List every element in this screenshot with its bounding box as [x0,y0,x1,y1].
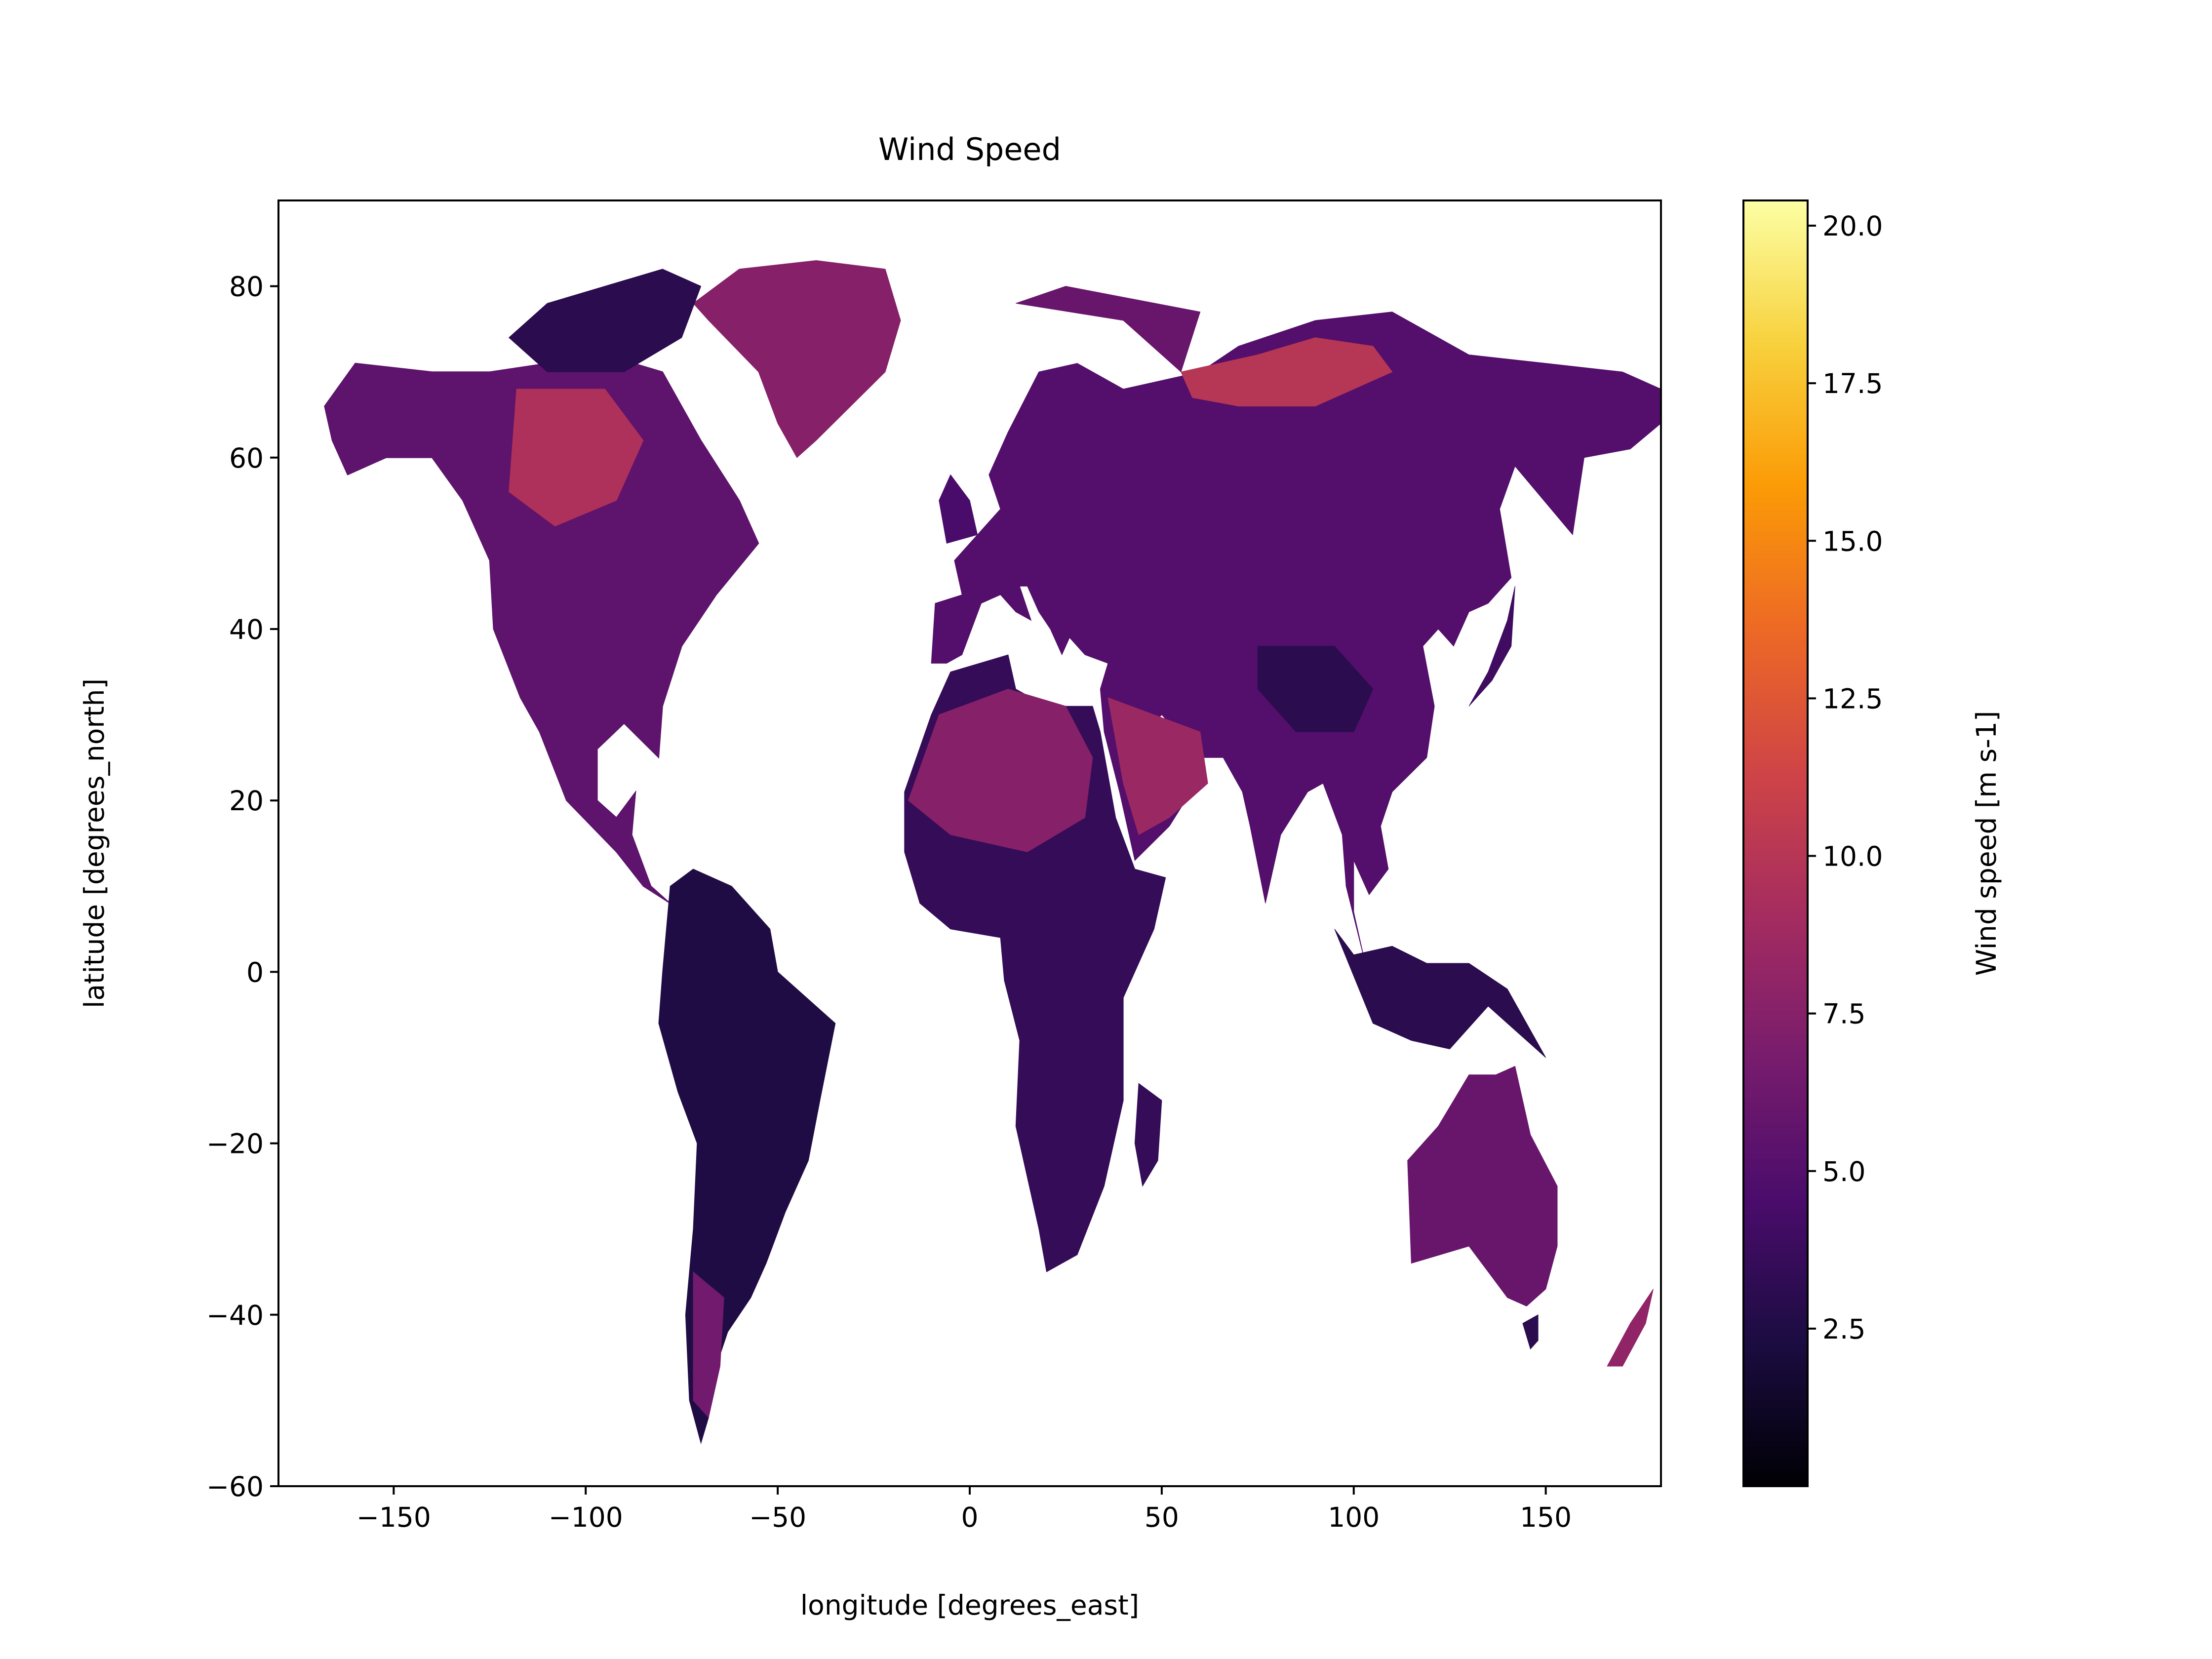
colorbar-tick-label: 10.0 [1822,841,1883,872]
y-axis-ticks: −60 −40 −20 0 20 40 60 80 [206,271,278,1502]
land-region-madagascar [1134,1083,1162,1187]
y-tick-label: 0 [246,956,264,988]
colorbar-tick-label: 2.5 [1822,1313,1865,1345]
x-axis-ticks: −150 −100 −50 0 50 100 150 [356,1486,1572,1533]
land-region-tibetan-plateau [1257,646,1374,732]
land-region-northern-siberia-high-wind-zone [1181,337,1393,407]
x-tick-label: −100 [549,1501,623,1533]
land-region-patagonia [693,1271,724,1419]
y-tick-label: −40 [206,1300,264,1331]
y-axis-label: latitude [degrees_north] [79,678,110,1008]
land-region-indonesia [1334,929,1546,1058]
world-map [324,260,1661,1445]
colorbar-label: Wind speed [m s-1] [1971,711,2002,976]
colorbar-tick-label: 15.0 [1822,525,1883,557]
land-region-svalbard-novaya-zemlya [1016,286,1201,373]
x-tick-label: −150 [356,1501,431,1533]
y-tick-label: 80 [229,271,264,303]
y-tick-label: −60 [206,1471,264,1502]
land-region-eurasia [931,312,1661,964]
land-region-south-america [658,869,836,1445]
y-tick-label: −20 [206,1128,264,1160]
y-tick-label: 20 [229,785,264,817]
x-axis-label: longitude [degrees_east] [800,1589,1139,1621]
colorbar-tick-label: 7.5 [1822,998,1865,1030]
land-region-central-canada-high-wind-zone [509,389,644,527]
x-tick-label: 100 [1328,1501,1380,1533]
chart-title: Wind Speed [878,131,1061,167]
x-tick-label: −50 [749,1501,806,1533]
x-tick-label: 50 [1145,1501,1179,1533]
y-tick-label: 40 [229,614,264,645]
land-region-north-america [324,354,759,904]
land-region-new-zealand [1607,1289,1654,1367]
x-tick-label: 0 [961,1501,979,1533]
land-region-australia [1407,1066,1558,1306]
colorbar-ticks: 2.5 5.0 7.5 10.0 12.5 15.0 17.5 20.0 [1808,210,1883,1345]
colorbar-tick-label: 12.5 [1822,683,1883,714]
land-region-japan [1468,586,1515,707]
land-region-greenland [693,260,901,458]
y-tick-label: 60 [229,442,264,474]
colorbar-tick-label: 17.5 [1822,368,1883,399]
colorbar-tick-label: 5.0 [1822,1156,1865,1187]
colorbar-tick-label: 20.0 [1822,210,1883,242]
land-region-british-isles [939,474,978,544]
land-region-arctic-archipelago [508,269,702,372]
x-tick-label: 150 [1520,1501,1572,1533]
land-region-sahara [908,688,1093,852]
colorbar [1742,199,1809,1487]
land-region-tasmania [1522,1314,1539,1350]
land-region-arabia-iran [1107,697,1208,835]
